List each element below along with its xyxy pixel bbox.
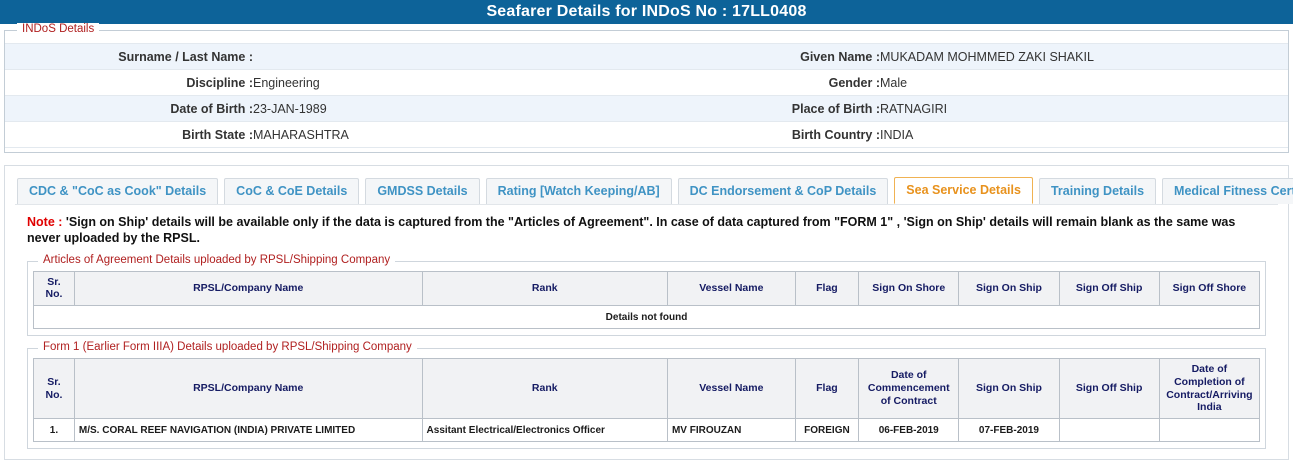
cell-sign-off-ship bbox=[1058, 418, 1160, 443]
tab-medical-fitness-certificate[interactable]: Medical Fitness Certificate bbox=[1162, 177, 1293, 204]
col-rpsl-company-name: RPSL/Company Name bbox=[73, 270, 423, 307]
gender-value: Male bbox=[880, 69, 1288, 96]
given-name-label: Given Name : bbox=[665, 43, 880, 70]
table-row: Discipline : Engineering Gender : Male bbox=[5, 69, 1288, 96]
form1-table-body: 1. M/S. CORAL REEF NAVIGATION (INDIA) PR… bbox=[33, 418, 1261, 443]
table-row-empty: Details not found bbox=[33, 305, 1260, 330]
dob-label: Date of Birth : bbox=[5, 95, 253, 122]
cell-date-completion bbox=[1158, 418, 1261, 443]
form1-table: Sr. No. RPSL/Company Name Rank Vessel Na… bbox=[33, 358, 1261, 443]
tab-bar-divider bbox=[15, 204, 1278, 205]
cell-rank: Assitant Electrical/Electronics Officer bbox=[421, 418, 668, 443]
place-of-birth-label: Place of Birth : bbox=[665, 95, 880, 122]
indos-details-body: Surname / Last Name : Given Name : MUKAD… bbox=[5, 43, 1288, 148]
place-of-birth-value: RATNAGIRI bbox=[880, 95, 1288, 122]
col-date-of-commencement: Date of Commencement of Contract bbox=[858, 358, 960, 420]
form1-table-head: Sr. No. RPSL/Company Name Rank Vessel Na… bbox=[33, 358, 1261, 420]
col-vessel-name: Vessel Name bbox=[666, 270, 796, 307]
cell-sr-no: 1. bbox=[33, 418, 75, 443]
table-header-row: Sr. No. RPSL/Company Name Rank Vessel Na… bbox=[33, 270, 1261, 307]
table-row: Date of Birth : 23-JAN-1989 Place of Bir… bbox=[5, 95, 1288, 122]
col-date-of-completion: Date of Completion of Contract/Arriving … bbox=[1158, 358, 1261, 420]
col-rpsl-company-name: RPSL/Company Name bbox=[73, 358, 423, 420]
articles-of-agreement-table: Sr. No. RPSL/Company Name Rank Vessel Na… bbox=[33, 270, 1261, 330]
tab-bar: CDC & "CoC as Cook" Details CoC & CoE De… bbox=[13, 174, 1293, 204]
page-title: Seafarer Details for INDoS No : 17LL0408 bbox=[486, 3, 807, 20]
cell-company-name: M/S. CORAL REEF NAVIGATION (INDIA) PRIVA… bbox=[73, 418, 423, 443]
col-vessel-name: Vessel Name bbox=[666, 358, 796, 420]
birth-country-value: INDIA bbox=[880, 121, 1288, 148]
dob-value: 23-JAN-1989 bbox=[253, 95, 665, 122]
tab-rating-watch-keeping[interactable]: Rating [Watch Keeping/AB] bbox=[485, 177, 672, 204]
cell-date-commencement: 06-FEB-2019 bbox=[858, 418, 960, 443]
given-name-value: MUKADAM MOHMMED ZAKI SHAKIL bbox=[880, 43, 1288, 70]
col-sign-on-shore: Sign On Shore bbox=[858, 270, 960, 307]
indos-details-legend: INDoS Details bbox=[17, 23, 100, 35]
tab-cdc-coc-as-cook[interactable]: CDC & "CoC as Cook" Details bbox=[17, 177, 219, 204]
col-rank: Rank bbox=[421, 270, 668, 307]
col-sign-off-shore: Sign Off Shore bbox=[1158, 270, 1261, 307]
col-flag: Flag bbox=[794, 358, 860, 420]
table-header-row: Sr. No. RPSL/Company Name Rank Vessel Na… bbox=[33, 358, 1261, 420]
cell-vessel-name: MV FIROUZAN bbox=[666, 418, 796, 443]
articles-empty-message: Details not found bbox=[33, 305, 1260, 330]
table-row: 1. M/S. CORAL REEF NAVIGATION (INDIA) PR… bbox=[33, 418, 1261, 443]
birth-country-label: Birth Country : bbox=[665, 121, 880, 148]
col-sr-no: Sr. No. bbox=[33, 358, 75, 420]
tab-sea-service-details[interactable]: Sea Service Details bbox=[894, 176, 1033, 204]
birth-state-value: MAHARASHTRA bbox=[253, 121, 665, 148]
col-sign-on-ship: Sign On Ship bbox=[958, 358, 1060, 420]
note-label: Note : bbox=[27, 215, 63, 229]
col-flag: Flag bbox=[794, 270, 860, 307]
discipline-value: Engineering bbox=[253, 69, 665, 96]
col-sign-on-ship: Sign On Ship bbox=[958, 270, 1060, 307]
cell-flag: FOREIGN bbox=[794, 418, 860, 443]
articles-of-agreement-section: Articles of Agreement Details uploaded b… bbox=[27, 253, 1266, 337]
col-sr-no: Sr. No. bbox=[33, 270, 75, 307]
surname-label: Surname / Last Name : bbox=[5, 43, 253, 70]
indos-details-table: Surname / Last Name : Given Name : MUKAD… bbox=[5, 43, 1288, 148]
table-row: Surname / Last Name : Given Name : MUKAD… bbox=[5, 43, 1288, 70]
form1-section: Form 1 (Earlier Form IIIA) Details uploa… bbox=[27, 341, 1266, 450]
table-row: Birth State : MAHARASHTRA Birth Country … bbox=[5, 121, 1288, 148]
page-title-bar: Seafarer Details for INDoS No : 17LL0408 bbox=[0, 0, 1293, 24]
discipline-label: Discipline : bbox=[5, 69, 253, 96]
birth-state-label: Birth State : bbox=[5, 121, 253, 148]
articles-of-agreement-legend: Articles of Agreement Details uploaded b… bbox=[38, 253, 396, 266]
articles-table-body: Details not found bbox=[33, 305, 1260, 330]
col-rank: Rank bbox=[421, 358, 668, 420]
tab-training-details[interactable]: Training Details bbox=[1038, 177, 1157, 204]
surname-value bbox=[253, 43, 665, 70]
tab-dc-endorsement-cop[interactable]: DC Endorsement & CoP Details bbox=[677, 177, 889, 204]
gender-label: Gender : bbox=[665, 69, 880, 96]
sea-service-panel: CDC & "CoC as Cook" Details CoC & CoE De… bbox=[4, 165, 1293, 460]
sign-on-ship-note: Note : 'Sign on Ship' details will be av… bbox=[13, 205, 1280, 249]
col-sign-off-ship: Sign Off Ship bbox=[1058, 270, 1160, 307]
articles-table-head: Sr. No. RPSL/Company Name Rank Vessel Na… bbox=[33, 270, 1261, 307]
cell-sign-on-ship: 07-FEB-2019 bbox=[958, 418, 1060, 443]
form1-legend: Form 1 (Earlier Form IIIA) Details uploa… bbox=[38, 341, 417, 354]
tab-coc-coe-details[interactable]: CoC & CoE Details bbox=[224, 177, 360, 204]
note-text: 'Sign on Ship' details will be available… bbox=[27, 215, 1236, 246]
tab-gmdss-details[interactable]: GMDSS Details bbox=[365, 177, 480, 204]
col-sign-off-ship: Sign Off Ship bbox=[1058, 358, 1160, 420]
indos-details-panel: INDoS Details Surname / Last Name : Give… bbox=[4, 23, 1289, 153]
